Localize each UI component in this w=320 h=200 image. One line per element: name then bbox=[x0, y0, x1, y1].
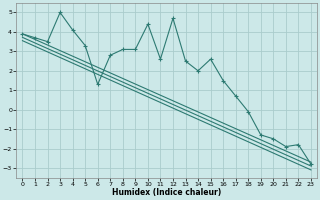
X-axis label: Humidex (Indice chaleur): Humidex (Indice chaleur) bbox=[112, 188, 221, 197]
